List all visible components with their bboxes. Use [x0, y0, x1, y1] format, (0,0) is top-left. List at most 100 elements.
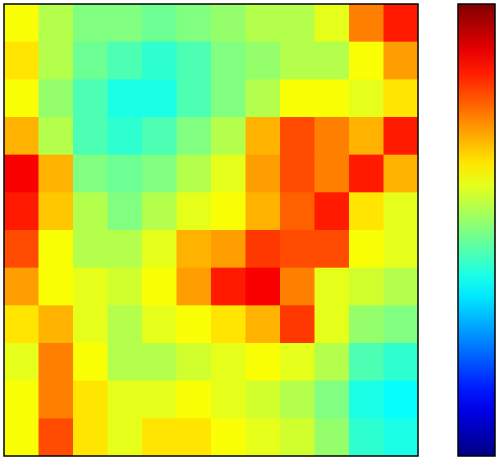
heatmap-cell [73, 418, 108, 457]
heatmap-cell [176, 343, 212, 382]
heatmap-cell [314, 192, 350, 231]
heatmap-cell [245, 418, 281, 457]
heatmap-cell [107, 117, 143, 156]
heatmap-cell [245, 230, 281, 269]
heatmap-cell [38, 343, 74, 382]
heatmap-cell [142, 343, 177, 382]
heatmap-cell [38, 192, 74, 231]
heatmap-cell [211, 230, 246, 269]
heatmap-cell [142, 418, 177, 457]
heatmap-cell [211, 117, 246, 156]
heatmap-cell [314, 230, 350, 269]
heatmap-cell [383, 41, 419, 80]
heatmap-cell [280, 154, 315, 193]
heatmap-cell [73, 79, 108, 118]
heatmap-cell [176, 79, 212, 118]
heatmap-cell [107, 230, 143, 269]
heatmap-cell [211, 305, 246, 344]
heatmap-cell [107, 192, 143, 231]
heatmap-cell [211, 79, 246, 118]
heatmap-cell [4, 117, 39, 156]
heatmap-cell [280, 267, 315, 306]
heatmap-cell [245, 41, 281, 80]
heatmap-cell [383, 230, 419, 269]
heatmap-cell [4, 4, 39, 43]
plot-frame [3, 3, 419, 457]
heatmap-cell [314, 418, 350, 457]
heatmap-cell [280, 418, 315, 457]
heatmap-cell [73, 380, 108, 419]
heatmap-cell [142, 267, 177, 306]
heatmap-cell [38, 79, 74, 118]
heatmap-cell [349, 154, 384, 193]
heatmap-cell [176, 380, 212, 419]
heatmap-cell [73, 117, 108, 156]
heatmap-cell [142, 154, 177, 193]
heatmap-cell [73, 4, 108, 43]
heatmap-cell [314, 117, 350, 156]
heatmap-cell [4, 305, 39, 344]
heatmap-cell [38, 154, 74, 193]
heatmap-cell [176, 267, 212, 306]
heatmap-cell [107, 343, 143, 382]
heatmap-cell [107, 418, 143, 457]
heatmap-cell [142, 305, 177, 344]
heatmap-cell [211, 4, 246, 43]
heatmap-cell [280, 117, 315, 156]
heatmap-cell [107, 4, 143, 43]
heatmap-cell [314, 267, 350, 306]
heatmap-cell [176, 41, 212, 80]
heatmap-cell [280, 41, 315, 80]
heatmap-cell [176, 4, 212, 43]
heatmap-cell [383, 154, 419, 193]
heatmap-cell [73, 267, 108, 306]
heatmap-cell [211, 41, 246, 80]
heatmap-cell [349, 343, 384, 382]
heatmap-cell [38, 41, 74, 80]
heatmap-cell [176, 192, 212, 231]
heatmap-cell [211, 380, 246, 419]
heatmap-cell [245, 305, 281, 344]
heatmap-cell [107, 267, 143, 306]
heatmap-cell [142, 117, 177, 156]
heatmap-cell [314, 305, 350, 344]
heatmap-cell [107, 41, 143, 80]
heatmap-cell [142, 41, 177, 80]
heatmap-cell [176, 230, 212, 269]
heatmap-cell [314, 380, 350, 419]
heatmap-cell [73, 343, 108, 382]
heatmap-cell [38, 380, 74, 419]
heatmap-cell [314, 154, 350, 193]
heatmap-cell [383, 117, 419, 156]
heatmap-cell [245, 343, 281, 382]
heatmap-cell [142, 380, 177, 419]
heatmap-cell [349, 4, 384, 43]
heatmap-cell [349, 305, 384, 344]
heatmap-cell [211, 267, 246, 306]
heatmap-cell [383, 343, 419, 382]
heatmap-cell [349, 117, 384, 156]
heatmap-cell [245, 267, 281, 306]
heatmap-cell [349, 230, 384, 269]
heatmap-cell [38, 267, 74, 306]
heatmap-cell [280, 79, 315, 118]
heatmap-cell [4, 343, 39, 382]
heatmap-cell [176, 154, 212, 193]
heatmap-cell [142, 192, 177, 231]
heatmap-cell [107, 79, 143, 118]
heatmap-cell [280, 343, 315, 382]
heatmap-cell [349, 192, 384, 231]
heatmap-cell [4, 230, 39, 269]
colorbar [457, 3, 496, 457]
heatmap-cell [280, 380, 315, 419]
heatmap-cell [349, 79, 384, 118]
heatmap-cell [383, 79, 419, 118]
heatmap-cell [349, 41, 384, 80]
heatmap-cell [245, 4, 281, 43]
heatmap-cell [107, 380, 143, 419]
heatmap-cell [211, 343, 246, 382]
heatmap-cell [314, 41, 350, 80]
heatmap-cell [245, 117, 281, 156]
heatmap-cell [280, 192, 315, 231]
